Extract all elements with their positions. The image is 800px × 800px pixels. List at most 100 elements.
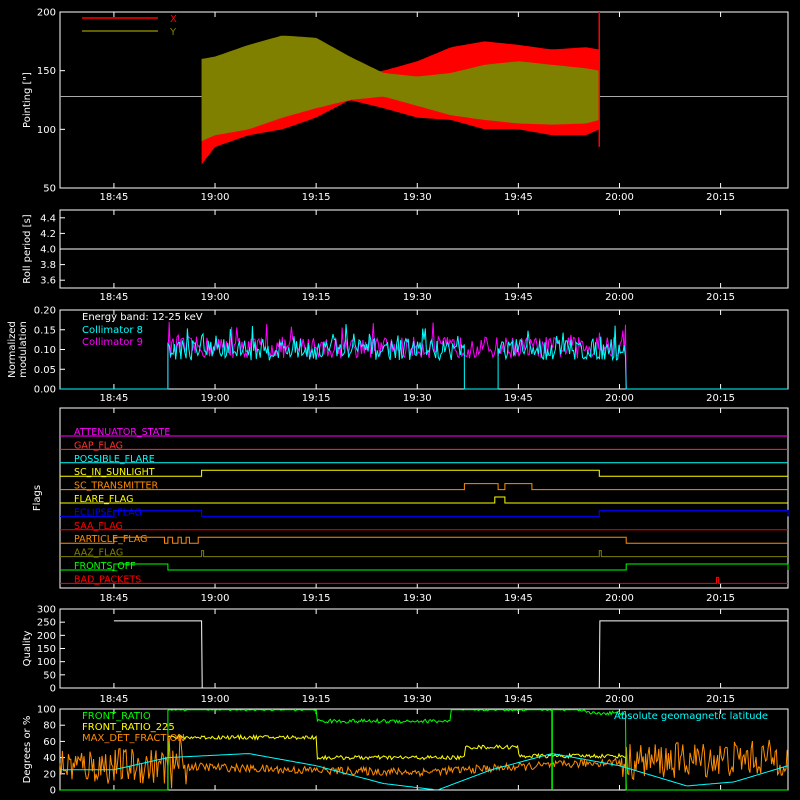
quality-x-tick-label: 19:45 (504, 694, 533, 705)
quality-x-tick-label: 20:00 (605, 694, 634, 705)
pointing-x-tick-label: 18:45 (100, 192, 129, 203)
latitude-y-tick-label: 60 (43, 737, 56, 748)
quality-y-tick-label: 100 (37, 657, 56, 668)
flags-x-tick-label: 19:30 (403, 593, 432, 604)
modulation-annotation: Energy band: 12-25 keV (82, 312, 203, 323)
flag-line-aaz_flag (60, 550, 788, 558)
roll-y-tick-label: 4.2 (40, 229, 56, 240)
pointing-x-tick-label: 19:30 (403, 192, 432, 203)
pointing-y-tick-label: 100 (37, 125, 56, 136)
latitude-series-front_ratio (60, 709, 788, 791)
quality-panel: 0 50 100 150 200 250 300 (37, 605, 789, 695)
flags-x-tick-label: 19:00 (201, 593, 230, 604)
quality-x-tick-label: 18:45 (100, 694, 129, 705)
pointing-panel: 50 100 150 200 XY (37, 8, 789, 195)
latitude-y-tick-label: 20 (43, 769, 56, 780)
modulation-y-tick-label: 0.05 (34, 365, 56, 376)
modulation-x-tick-label: 19:30 (403, 393, 432, 404)
flag-line-fronts_off (60, 563, 789, 571)
flag-line-particle_flag (60, 536, 788, 544)
modulation-x-tick-label: 19:00 (201, 393, 230, 404)
roll-panel: 3.6 3.8 4.0 4.2 4.4 (40, 209, 789, 289)
pointing-x-tick-label: 19:15 (302, 192, 331, 203)
modulation-y-tick-label: 0.20 (34, 306, 56, 317)
flags-x-tick-label: 18:45 (100, 593, 129, 604)
quality-y-tick-label: 50 (43, 670, 56, 681)
pointing-frame (59, 11, 789, 189)
pointing-x-tick-label: 19:00 (201, 192, 230, 203)
pointing-series-y-band (201, 35, 600, 142)
flag-label-attenuator_state: ATTENUATOR_STATE (74, 427, 170, 438)
flags-x-tick-label: 20:00 (605, 593, 634, 604)
pointing-y-tick-label: 200 (37, 8, 56, 19)
flag-line-sc_transmitter (60, 483, 788, 491)
latitude-series-front_ratio_225 (60, 733, 788, 791)
modulation-x-tick-label: 20:15 (706, 393, 735, 404)
roll-x-tick-label: 20:00 (605, 292, 634, 303)
modulation-legend-1: Collimator 8 (82, 325, 143, 336)
latitude-frame (59, 708, 789, 791)
roll-y-tick-label: 3.8 (40, 260, 56, 271)
latitude-y-tick-label: 80 (43, 721, 56, 732)
latitude-legend-max-det-fraction: MAX_DET_FRACTION (82, 733, 185, 744)
roll-x-tick-label: 19:15 (302, 292, 331, 303)
modulation-x-tick-label: 20:00 (605, 393, 634, 404)
flag-label-eclipse_flag: ECLIPSE_FLAG (74, 507, 142, 518)
roll-y-tick-label: 4.4 (40, 213, 56, 224)
latitude-legend-front-ratio: FRONT_RATIO (82, 711, 151, 722)
modulation-ylabel: modulation (18, 321, 29, 378)
legend-label-y: Y (169, 27, 177, 38)
latitude-y-tick-label: 0 (50, 786, 56, 797)
roll-x-tick-label: 18:45 (100, 292, 129, 303)
flag-label-sc_in_sunlight: SC_IN_SUNLIGHT (74, 467, 155, 478)
quality-y-tick-label: 300 (37, 605, 56, 616)
modulation-legend-2: Collimator 9 (82, 337, 143, 348)
flag-label-possible_flare: POSSIBLE_FLARE (74, 454, 155, 465)
latitude-series-max-det-fraction (59, 734, 788, 789)
roll-x-tick-label: 19:00 (201, 292, 230, 303)
flags-x-tick-label: 20:15 (706, 593, 735, 604)
flag-label-saa_flag: SAA_FLAG (74, 521, 123, 532)
modulation-collimator-8-line (60, 324, 788, 390)
flags-x-tick-label: 19:15 (302, 593, 331, 604)
quality-x-tick-label: 19:15 (302, 694, 331, 705)
modulation-y-tick-label: 0.00 (34, 385, 56, 396)
latitude-legend-geomagnetic-latitude: Absolute geomagnetic latitude (614, 711, 768, 722)
roll-x-tick-label: 19:45 (504, 292, 533, 303)
roll-y-tick-label: 4.0 (40, 245, 56, 256)
latitude-legend-front-ratio-225: FRONT_RATIO_225 (82, 722, 175, 733)
modulation-x-tick-label: 18:45 (100, 393, 129, 404)
modulation-y-tick-label: 0.10 (34, 345, 56, 356)
flag-label-gap_flag: GAP_FLAG (74, 440, 123, 451)
latitude-y-tick-label: 40 (43, 753, 56, 764)
quality-y-tick-label: 200 (37, 631, 56, 642)
quality-y-tick-label: 250 (37, 618, 56, 629)
pointing-ylabel: Pointing ["] (22, 72, 33, 128)
flags-frame (59, 407, 789, 589)
flag-line-eclipse_flag (60, 509, 789, 517)
flag-label-particle_flag: PARTICLE_FLAG (74, 534, 147, 545)
quality-y-tick-label: 150 (37, 644, 56, 655)
flag-label-bad_packets: BAD_PACKETS (74, 574, 141, 585)
flags-ylabel: Flags (32, 485, 43, 511)
modulation-x-tick-label: 19:15 (302, 393, 331, 404)
pointing-y-tick-label: 50 (43, 184, 56, 195)
flag-line-sc_in_sunlight (60, 469, 788, 477)
flags-panel: ATTENUATOR_STATE GAP_FLAG POSSIBLE_FLARE SC… (59, 407, 789, 589)
roll-x-tick-label: 20:15 (706, 292, 735, 303)
latitude-series-geomagnetic-latitude (60, 753, 789, 791)
quality-line (113, 620, 788, 689)
modulation-collimator-9-line (60, 321, 788, 390)
flag-line-bad_packets (60, 576, 788, 584)
legend-label-x: X (170, 14, 177, 25)
quality-x-tick-label: 19:30 (403, 694, 432, 705)
latitude-panel: 0 20 40 60 80 100 FRONT_RATIOFRONT_RATIO_225MA… (37, 705, 789, 797)
pointing-x-tick-label: 20:15 (706, 192, 735, 203)
quality-ylabel: Quality (22, 631, 33, 667)
roll-ylabel: Roll period [s] (22, 214, 33, 283)
roll-y-tick-label: 3.6 (40, 276, 56, 287)
quality-x-tick-label: 19:00 (201, 694, 230, 705)
modulation-x-tick-label: 19:45 (504, 393, 533, 404)
latitude-ylabel: Degrees or % (22, 716, 33, 784)
